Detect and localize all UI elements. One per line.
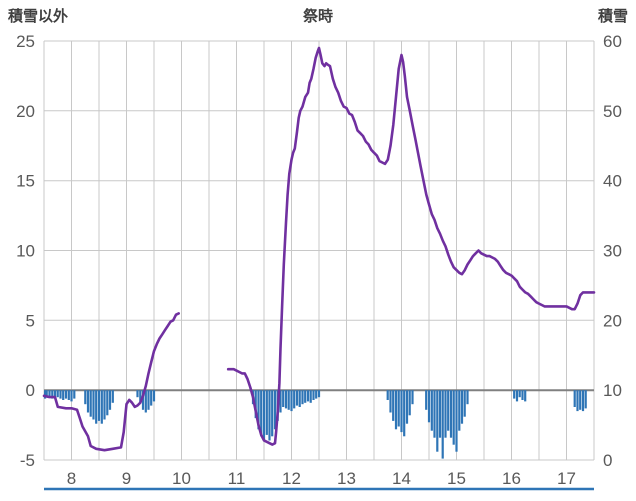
svg-text:12: 12 (282, 469, 301, 488)
svg-text:15: 15 (16, 172, 35, 191)
svg-text:9: 9 (122, 469, 131, 488)
svg-text:30: 30 (603, 241, 622, 260)
svg-text:10: 10 (172, 469, 191, 488)
svg-text:20: 20 (16, 102, 35, 121)
y-right-axis-title: 積雪 (597, 8, 628, 25)
svg-text:14: 14 (392, 469, 411, 488)
chart-title: 祭時 (302, 8, 333, 25)
svg-text:8: 8 (67, 469, 76, 488)
y-left-axis-title: 積雪以外 (8, 8, 69, 25)
svg-text:17: 17 (557, 469, 576, 488)
svg-text:0: 0 (26, 381, 35, 400)
svg-text:13: 13 (337, 469, 356, 488)
svg-text:25: 25 (16, 32, 35, 51)
y-left-tick-labels: -5 0 5 10 15 20 25 (16, 32, 35, 470)
svg-text:20: 20 (603, 311, 622, 330)
svg-text:-5: -5 (20, 451, 35, 470)
svg-text:50: 50 (603, 102, 622, 121)
gridlines (43, 40, 595, 461)
snow-bars (44, 390, 587, 459)
temperature-line (42, 46, 596, 452)
svg-text:60: 60 (603, 32, 622, 51)
svg-text:15: 15 (447, 469, 466, 488)
svg-text:5: 5 (26, 311, 35, 330)
svg-text:16: 16 (502, 469, 521, 488)
y-right-tick-labels: 0 10 20 30 40 50 60 (603, 32, 622, 470)
svg-text:40: 40 (603, 172, 622, 191)
svg-text:0: 0 (603, 451, 612, 470)
svg-text:11: 11 (228, 469, 246, 488)
x-tick-labels: 8 9 10 11 12 13 14 15 16 17 (67, 469, 576, 488)
svg-text:10: 10 (603, 381, 622, 400)
svg-text:10: 10 (16, 241, 35, 260)
